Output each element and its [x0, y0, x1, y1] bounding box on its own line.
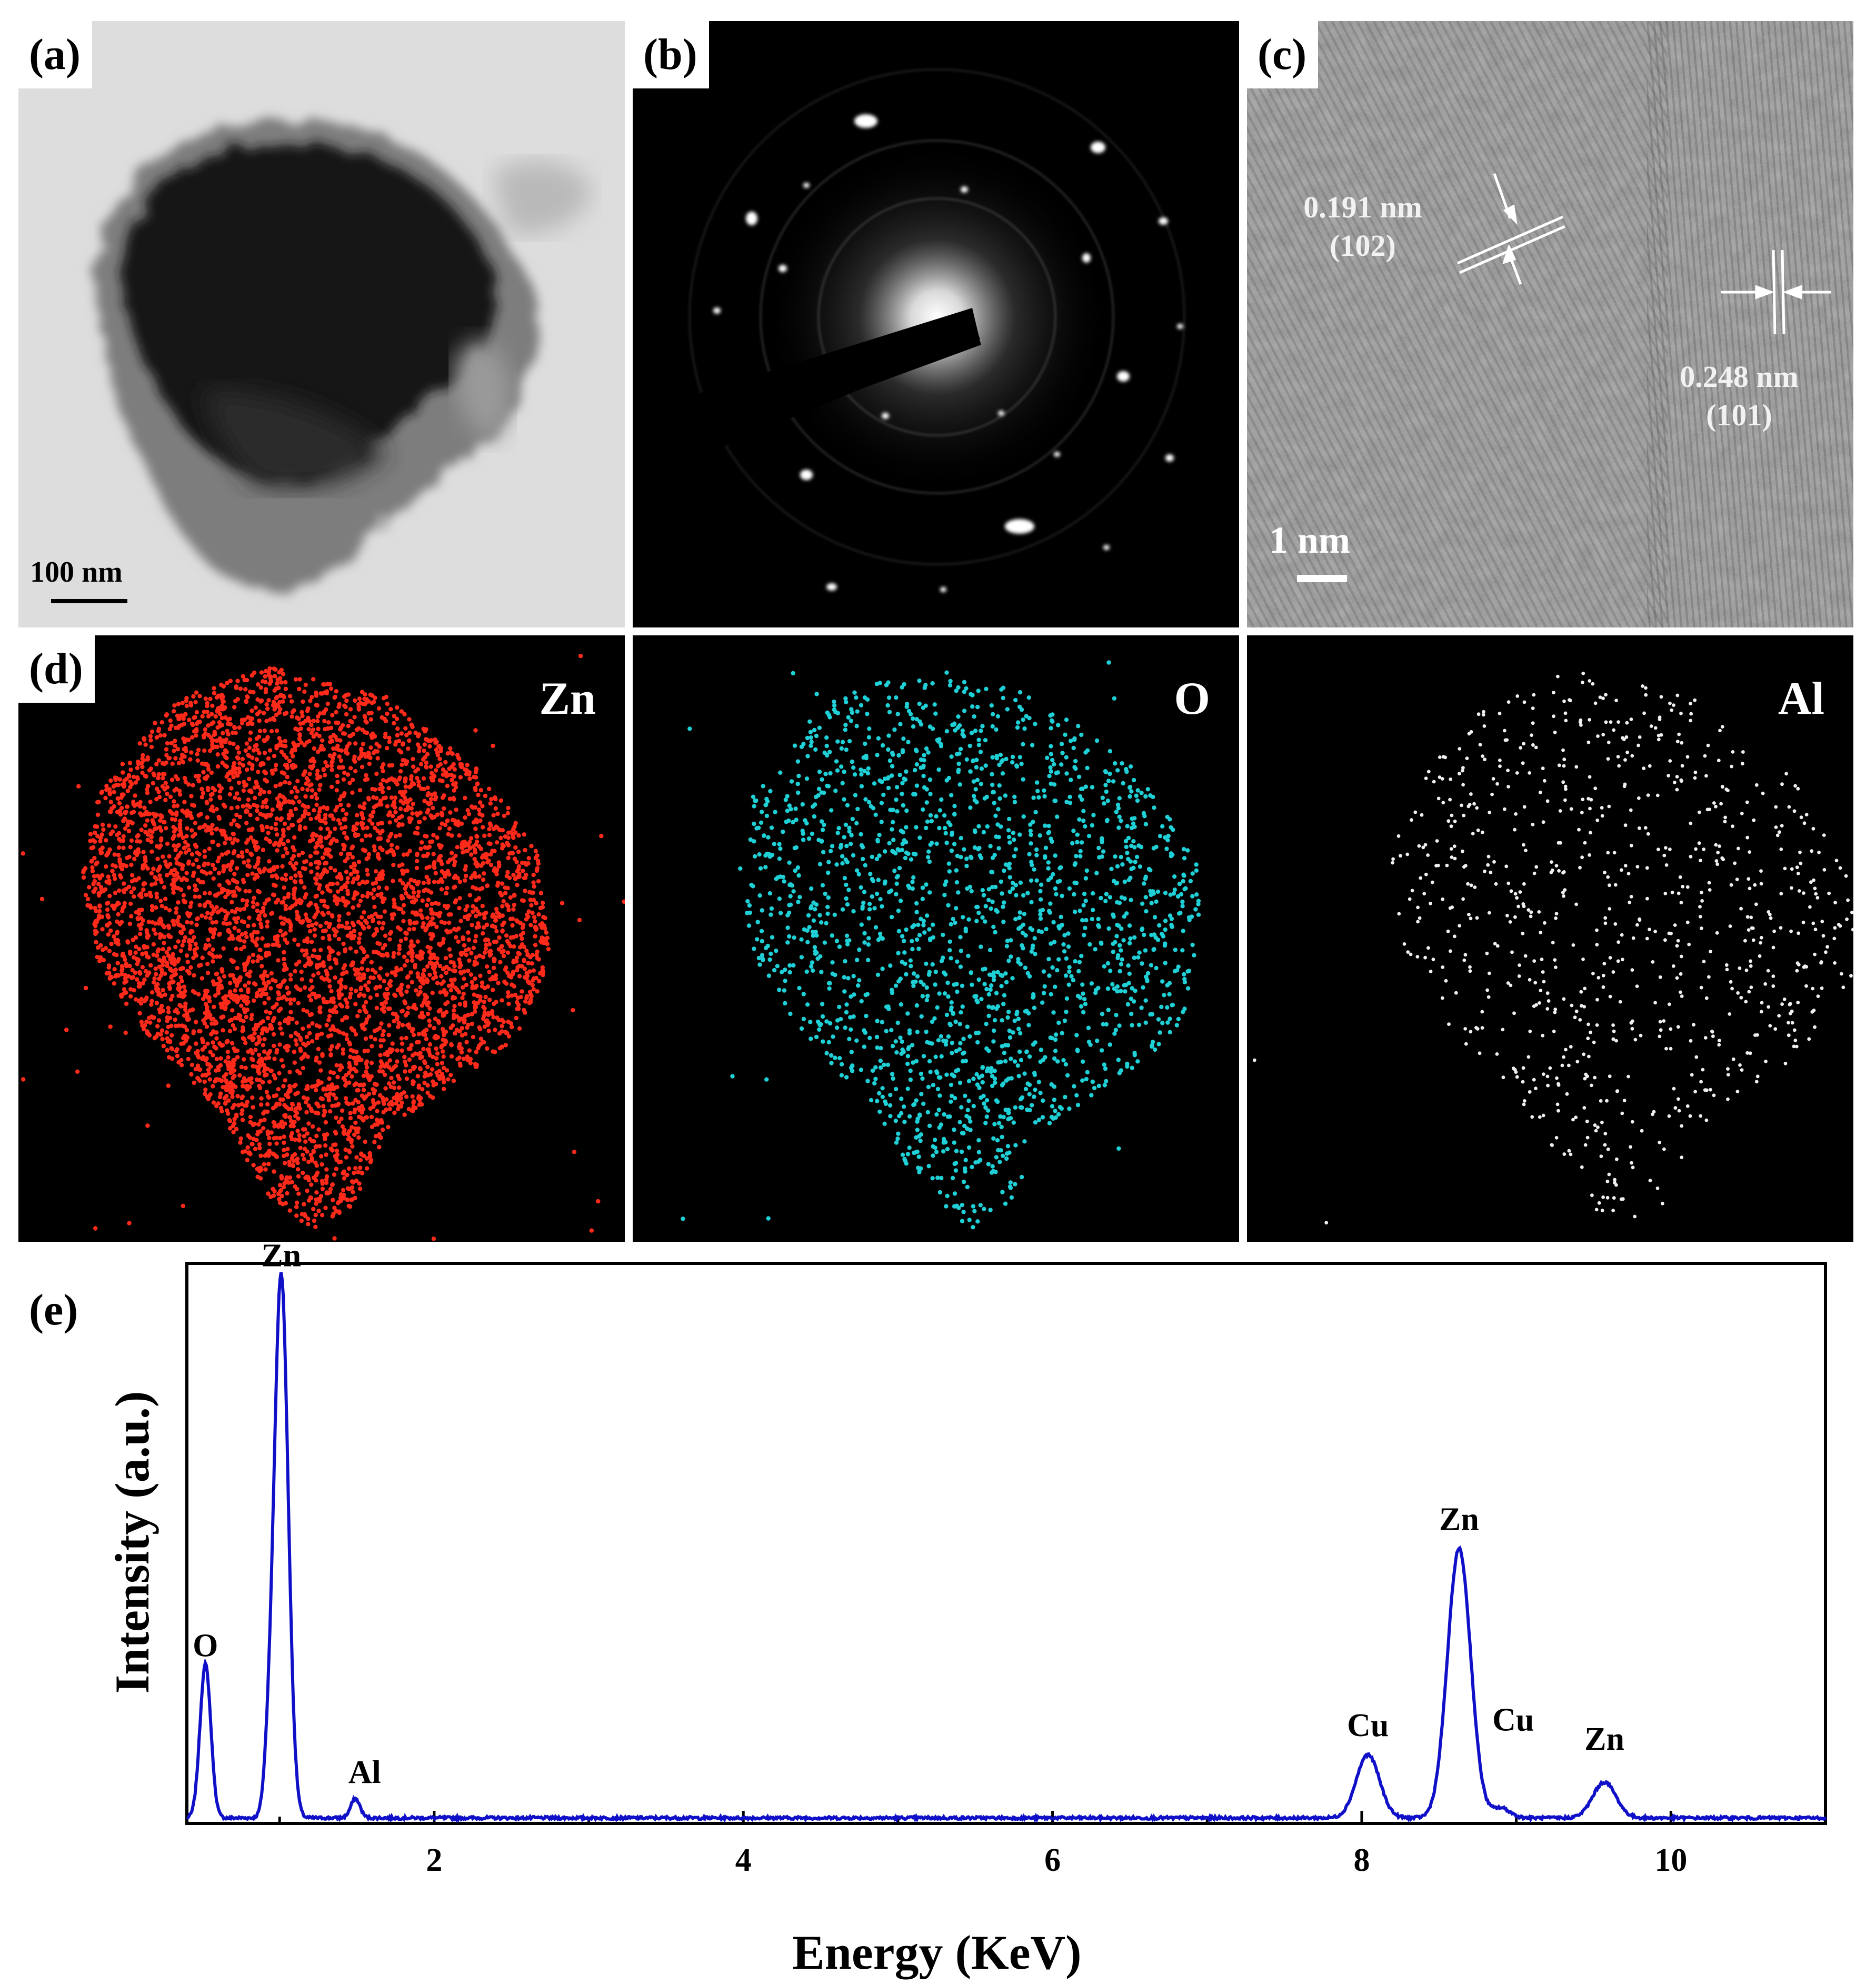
map-element-label-zn: Zn [539, 672, 596, 725]
element-map-dots [681, 660, 1201, 1229]
y-axis-title: Intensity (a.u.) [105, 1391, 159, 1693]
o-element-map [633, 635, 1239, 1242]
tem-flake-image [18, 21, 625, 627]
panel-a-tem-image: (a) 100 nm [18, 21, 625, 627]
peak-annotations: O Zn Al Cu Zn Cu Zn [193, 1242, 1624, 1790]
fringe-annotation-101: 0.248 nm (101) [1668, 358, 1810, 434]
plot-frame [187, 1263, 1825, 1823]
map-element-label-al: Al [1778, 672, 1824, 725]
panel-b-saed-pattern: (b) [633, 21, 1239, 627]
panel-d-eds-map-o: O [633, 635, 1239, 1242]
x-tick-label: 2 [426, 1842, 442, 1878]
zn-element-map [18, 635, 625, 1242]
panel-a-scale-bar [51, 599, 127, 603]
panel-c-scale-bar-label: 1 nm [1269, 519, 1350, 562]
panel-b-label: (b) [633, 21, 709, 88]
peak-label: Cu [1347, 1708, 1389, 1743]
peak-label: Al [348, 1754, 381, 1790]
x-tick-label: 6 [1044, 1842, 1061, 1878]
diffraction-pattern-image [633, 21, 1239, 627]
peak-label: Cu [1492, 1702, 1534, 1738]
panel-c-hrtem-image: (c) 0.191 nm (102) 0.248 nm (101) 1 nm [1247, 21, 1853, 627]
eds-spectrum-chart: 2 4 6 8 10 O Zn Al Cu Zn Cu Zn Energy (KeV) Intens… [0, 1242, 1876, 1981]
series-line-spectrum [187, 1272, 1825, 1819]
fringe-spacing-102: 0.191 nm [1292, 188, 1434, 227]
x-axis-title: Energy (KeV) [792, 1926, 1081, 1979]
chart-ticks: 2 4 6 8 10 [280, 1811, 1825, 1878]
panel-c-scale-bar [1297, 575, 1347, 582]
al-element-map [1247, 635, 1853, 1242]
peak-label: Zn [1584, 1721, 1624, 1757]
peak-label: Zn [1439, 1502, 1479, 1538]
fringe-spacing-101: 0.248 nm [1668, 358, 1810, 396]
fringe-plane-101: (101) [1668, 396, 1810, 435]
panel-d-label: (d) [18, 635, 95, 703]
fringe-annotation-102: 0.191 nm (102) [1292, 188, 1434, 265]
chart-axes [187, 1263, 1825, 1823]
x-tick-label: 10 [1654, 1842, 1687, 1878]
fringe-plane-102: (102) [1292, 227, 1434, 265]
map-element-label-o: O [1174, 672, 1210, 725]
panel-a-scale-bar-label: 100 nm [30, 555, 123, 589]
panel-d-eds-map-al: Al [1247, 635, 1853, 1242]
x-tick-label: 4 [735, 1842, 752, 1878]
peak-label: O [193, 1628, 218, 1664]
panel-c-label: (c) [1247, 21, 1318, 88]
panel-e-eds-spectrum: (e) 2 4 6 8 10 O Zn Al Cu Zn Cu Zn Energy (KeV) In… [0, 1242, 1876, 1981]
element-map-dots [21, 654, 625, 1241]
x-tick-label: 8 [1353, 1842, 1370, 1878]
panel-a-label: (a) [18, 21, 92, 88]
element-map-dots [1253, 672, 1853, 1224]
peak-label: Zn [261, 1242, 301, 1273]
panel-e-label: (e) [29, 1284, 78, 1335]
panel-d-eds-map-zn: (d) Zn [18, 635, 625, 1242]
